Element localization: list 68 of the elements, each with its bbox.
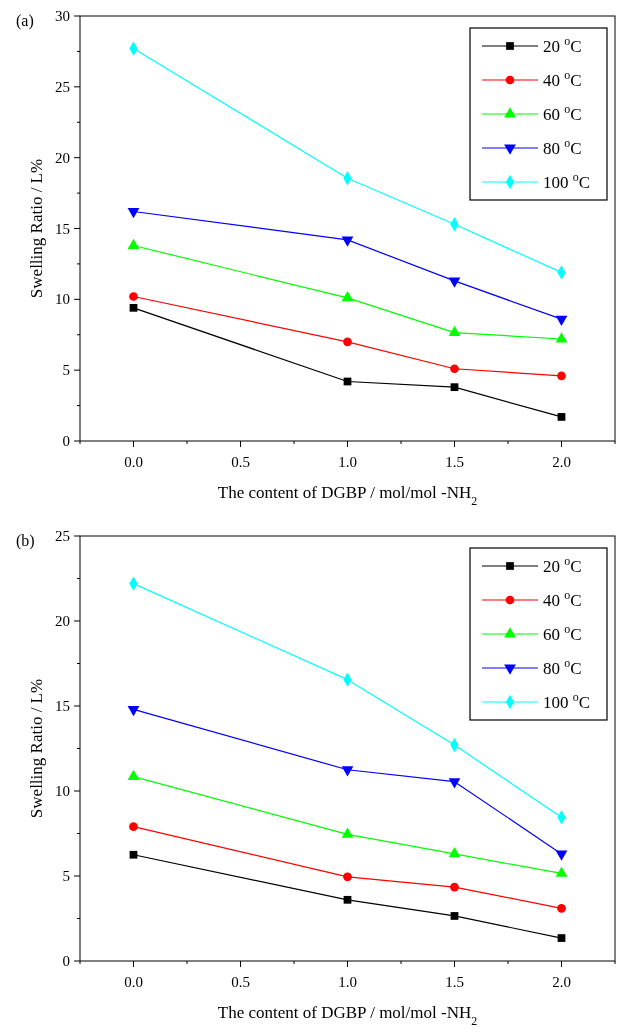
point — [450, 383, 459, 392]
point — [127, 208, 140, 219]
y-tick-label: 15 — [55, 698, 70, 714]
legend-label: 20 $^{o}$C — [543, 34, 582, 56]
legend-label: 60 $^{o}$C — [543, 622, 582, 644]
legend-label: 80 $^{o}$C — [543, 136, 582, 158]
point — [343, 895, 352, 904]
point — [341, 291, 354, 302]
x-tick-label: 1.0 — [338, 974, 357, 990]
point — [343, 872, 352, 882]
x-tick-label: 2.0 — [552, 974, 571, 990]
x-tick-label: 0.5 — [231, 454, 250, 470]
point — [129, 292, 138, 301]
y-tick-label: 5 — [62, 868, 70, 884]
point — [450, 882, 459, 892]
point — [555, 866, 568, 877]
x-tick-label: 1.5 — [445, 454, 464, 470]
x-tick-label: 1.5 — [445, 974, 464, 990]
legend-label: 60 $^{o}$C — [543, 102, 582, 124]
point — [450, 364, 459, 374]
y-tick-label: 5 — [62, 362, 70, 379]
legend-label: 20 $^{o}$C — [543, 554, 582, 576]
x-axis-title: The content of DGBP / mol/mol -NH$_{2}$ — [217, 1003, 478, 1028]
y-tick-label: 25 — [55, 528, 70, 544]
legend-label: 40 $^{o}$C — [543, 68, 582, 90]
point — [555, 850, 568, 861]
x-tick-label: 1.0 — [338, 454, 357, 470]
point — [343, 337, 352, 347]
point — [557, 903, 566, 913]
y-tick-label: 10 — [55, 783, 70, 799]
chart-title: (b) — [16, 532, 35, 550]
x-tick-label: 0.0 — [124, 454, 143, 470]
point — [341, 827, 354, 838]
point — [341, 236, 354, 247]
point — [555, 315, 568, 326]
point — [448, 325, 461, 337]
y-tick-label: 0 — [62, 953, 70, 969]
x-tick-label: 0.5 — [231, 974, 250, 990]
point — [557, 413, 566, 421]
point — [129, 303, 138, 312]
point — [341, 766, 354, 777]
legend-label: 100 $^{o}$C — [543, 690, 591, 712]
legend-label: 100 $^{o}$C — [543, 170, 591, 192]
point — [129, 850, 138, 859]
y-axis-title: Swelling Ratio / L% — [27, 678, 46, 819]
y-tick-label: 20 — [55, 613, 70, 629]
y-tick-label: 25 — [55, 78, 70, 95]
point — [448, 778, 461, 789]
point — [448, 847, 461, 858]
point — [127, 706, 140, 717]
point — [555, 332, 568, 343]
y-tick-label: 20 — [55, 149, 70, 166]
x-axis-title: The content of DGBP / mol/mol -NH$_{2}$ — [217, 483, 478, 508]
point — [557, 371, 566, 381]
y-axis-title: Swelling Ratio / L% — [27, 158, 46, 299]
y-tick-label: 0 — [62, 433, 70, 449]
point — [557, 934, 566, 942]
point — [129, 822, 138, 832]
x-tick-label: 2.0 — [552, 454, 571, 470]
x-tick-label: 0.0 — [124, 974, 143, 990]
y-tick-label: 10 — [55, 291, 70, 308]
legend-label: 80 $^{o}$C — [543, 656, 582, 678]
point — [450, 912, 459, 920]
chart-title: (a) — [16, 12, 34, 30]
legend-label: 40 $^{o}$C — [543, 588, 582, 610]
point — [448, 277, 461, 288]
y-tick-label: 15 — [55, 220, 70, 237]
y-tick-label: 30 — [55, 8, 70, 24]
